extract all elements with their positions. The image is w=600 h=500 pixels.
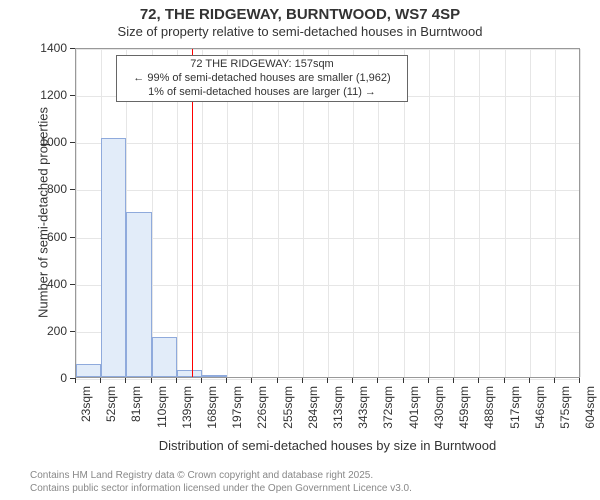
x-tick-mark (125, 378, 126, 383)
x-tick-mark (226, 378, 227, 383)
grid-line-v (530, 49, 531, 377)
attribution-line-1: Contains HM Land Registry data © Crown c… (30, 470, 600, 481)
x-tick-mark (176, 378, 177, 383)
x-tick-mark (453, 378, 454, 383)
y-tick-mark (70, 331, 75, 332)
histogram-bar (177, 370, 202, 377)
x-tick-mark (201, 378, 202, 383)
histogram-bar (101, 138, 126, 377)
x-tick-mark (529, 378, 530, 383)
x-tick-mark (251, 378, 252, 383)
annotation-line: 1% of semi-detached houses are larger (1… (123, 86, 401, 100)
x-tick-mark (75, 378, 76, 383)
x-tick-label: 226sqm (255, 386, 269, 436)
grid-line-v (454, 49, 455, 377)
histogram-bar (202, 375, 227, 377)
x-tick-label: 23sqm (79, 386, 93, 436)
x-tick-mark (579, 378, 580, 383)
property-size-histogram: 72, THE RIDGEWAY, BURNTWOOD, WS7 4SP Siz… (0, 0, 600, 500)
x-tick-label: 110sqm (155, 386, 169, 436)
histogram-bar (152, 337, 177, 377)
x-tick-mark (403, 378, 404, 383)
x-tick-mark (302, 378, 303, 383)
y-axis-title: Number of semi-detached properties (36, 63, 51, 363)
attribution-line-2: Contains public sector information licen… (30, 483, 600, 494)
x-tick-label: 575sqm (558, 386, 572, 436)
histogram-bar (76, 364, 101, 377)
plot-area: 72 THE RIDGEWAY: 157sqm← 99% of semi-det… (75, 48, 580, 378)
annotation-callout: 72 THE RIDGEWAY: 157sqm← 99% of semi-det… (116, 55, 408, 102)
grid-line-v (479, 49, 480, 377)
x-tick-label: 255sqm (281, 386, 295, 436)
x-tick-mark (277, 378, 278, 383)
x-tick-mark (377, 378, 378, 383)
y-tick-mark (70, 48, 75, 49)
x-tick-mark (327, 378, 328, 383)
x-tick-mark (352, 378, 353, 383)
y-tick-mark (70, 95, 75, 96)
histogram-bar (126, 212, 151, 377)
x-tick-label: 604sqm (583, 386, 597, 436)
y-tick-label: 1200 (27, 88, 67, 102)
y-tick-mark (70, 237, 75, 238)
x-tick-label: 197sqm (230, 386, 244, 436)
annotation-line: 72 THE RIDGEWAY: 157sqm (123, 58, 401, 72)
x-tick-mark (504, 378, 505, 383)
y-tick-label: 600 (27, 230, 67, 244)
x-tick-mark (151, 378, 152, 383)
chart-title: 72, THE RIDGEWAY, BURNTWOOD, WS7 4SP (0, 6, 600, 23)
chart-subtitle: Size of property relative to semi-detach… (0, 24, 600, 39)
x-tick-label: 488sqm (482, 386, 496, 436)
grid-line-v (555, 49, 556, 377)
x-tick-mark (478, 378, 479, 383)
x-tick-label: 430sqm (432, 386, 446, 436)
x-tick-label: 139sqm (180, 386, 194, 436)
x-tick-label: 168sqm (205, 386, 219, 436)
x-tick-label: 401sqm (407, 386, 421, 436)
x-tick-label: 372sqm (381, 386, 395, 436)
x-axis-title: Distribution of semi-detached houses by … (75, 438, 580, 453)
y-tick-mark (70, 284, 75, 285)
y-tick-label: 0 (27, 371, 67, 385)
x-tick-label: 284sqm (306, 386, 320, 436)
x-tick-label: 313sqm (331, 386, 345, 436)
annotation-line: ← 99% of semi-detached houses are smalle… (123, 72, 401, 86)
x-tick-label: 81sqm (129, 386, 143, 436)
x-tick-label: 517sqm (508, 386, 522, 436)
x-tick-label: 459sqm (457, 386, 471, 436)
grid-line-v (76, 49, 77, 377)
grid-line-v (580, 49, 581, 377)
x-tick-label: 52sqm (104, 386, 118, 436)
x-tick-label: 343sqm (356, 386, 370, 436)
y-tick-label: 800 (27, 182, 67, 196)
y-tick-label: 1000 (27, 135, 67, 149)
y-tick-label: 1400 (27, 41, 67, 55)
grid-line-v (429, 49, 430, 377)
x-tick-mark (100, 378, 101, 383)
x-tick-mark (428, 378, 429, 383)
y-tick-mark (70, 142, 75, 143)
y-tick-mark (70, 189, 75, 190)
grid-line-v (505, 49, 506, 377)
x-tick-mark (554, 378, 555, 383)
y-tick-label: 400 (27, 277, 67, 291)
y-tick-label: 200 (27, 324, 67, 338)
x-tick-label: 546sqm (533, 386, 547, 436)
